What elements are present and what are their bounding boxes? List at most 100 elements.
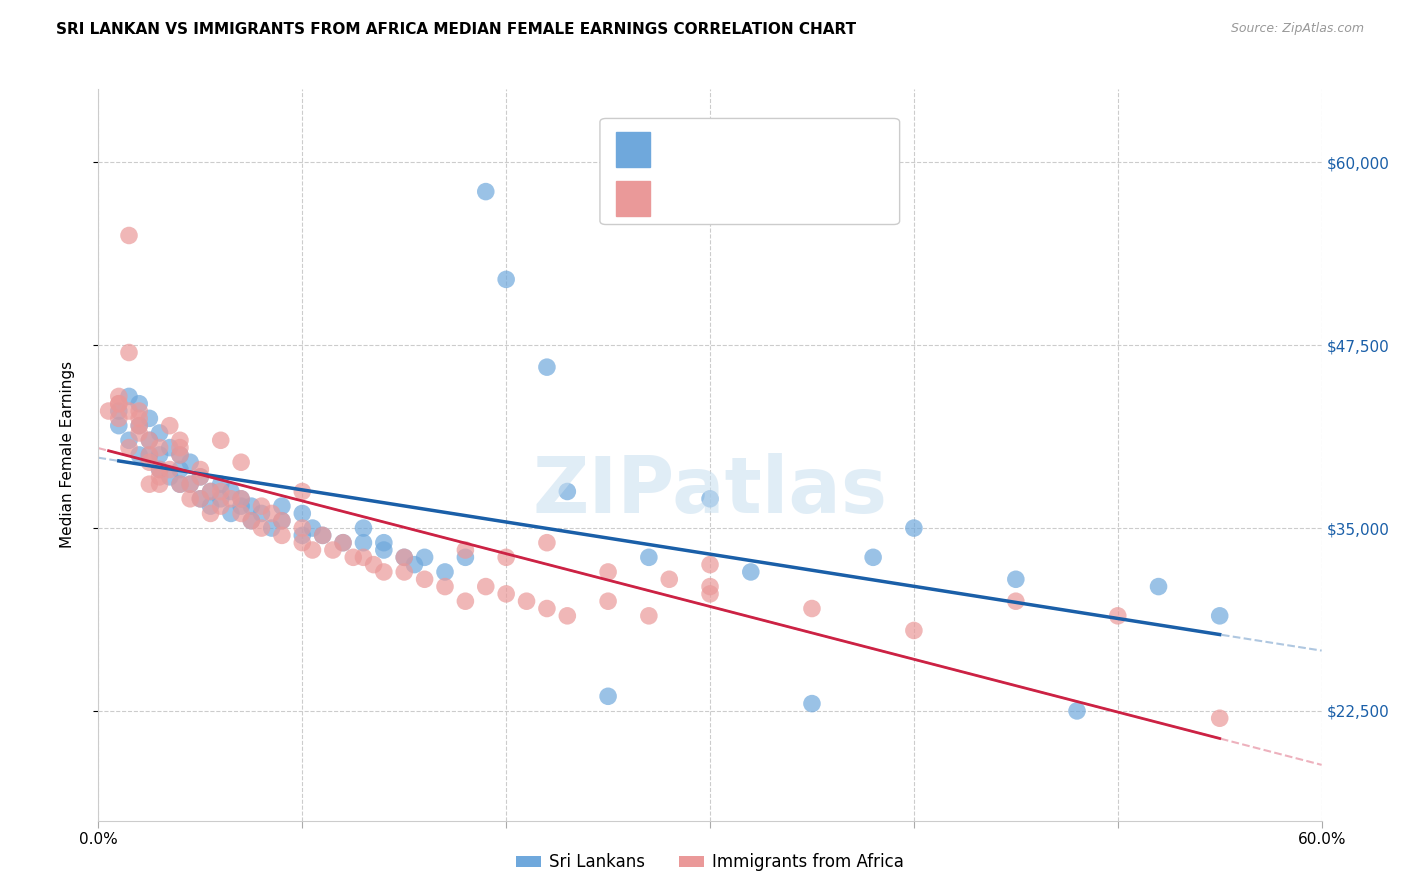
- Text: R =: R =: [665, 190, 700, 208]
- Point: [138, 434, 160, 448]
- Point: [219, 507, 242, 521]
- Point: [209, 477, 232, 491]
- Text: -0.414: -0.414: [724, 141, 783, 159]
- Point: [392, 565, 416, 579]
- Point: [598, 565, 620, 579]
- Point: [801, 601, 824, 615]
- Point: [118, 228, 141, 243]
- Point: [200, 484, 222, 499]
- Point: [312, 528, 335, 542]
- Point: [1209, 608, 1232, 623]
- Text: 65: 65: [860, 141, 883, 159]
- Point: [118, 345, 141, 359]
- Point: [188, 470, 212, 484]
- Point: [128, 397, 150, 411]
- Point: [149, 462, 172, 476]
- FancyBboxPatch shape: [600, 119, 900, 225]
- Text: R =: R =: [665, 141, 700, 159]
- Point: [352, 535, 374, 549]
- Text: N =: N =: [806, 190, 842, 208]
- Point: [474, 580, 498, 594]
- Point: [179, 477, 201, 491]
- Point: [108, 418, 131, 433]
- Bar: [616, 181, 650, 217]
- Point: [1147, 580, 1170, 594]
- Point: [200, 484, 222, 499]
- Text: -0.520: -0.520: [724, 190, 783, 208]
- Point: [188, 462, 212, 476]
- Point: [149, 477, 172, 491]
- Point: [392, 550, 416, 565]
- Point: [495, 587, 517, 601]
- Point: [434, 580, 457, 594]
- Point: [250, 507, 273, 521]
- Point: [699, 580, 721, 594]
- Point: [495, 272, 517, 286]
- Point: [536, 535, 558, 549]
- Point: [260, 507, 283, 521]
- Point: [200, 499, 222, 513]
- Point: [169, 434, 191, 448]
- Point: [108, 411, 131, 425]
- Point: [332, 535, 354, 549]
- Point: [159, 418, 181, 433]
- Point: [149, 470, 172, 484]
- Point: [413, 572, 436, 586]
- Text: SRI LANKAN VS IMMIGRANTS FROM AFRICA MEDIAN FEMALE EARNINGS CORRELATION CHART: SRI LANKAN VS IMMIGRANTS FROM AFRICA MED…: [56, 22, 856, 37]
- Point: [149, 448, 172, 462]
- Point: [240, 514, 263, 528]
- Point: [352, 550, 374, 565]
- Text: ZIPatlas: ZIPatlas: [533, 453, 887, 530]
- Point: [118, 434, 141, 448]
- Point: [454, 543, 477, 558]
- Point: [413, 550, 436, 565]
- Point: [536, 601, 558, 615]
- Point: [159, 441, 181, 455]
- Point: [219, 484, 242, 499]
- Point: [138, 434, 160, 448]
- Point: [188, 491, 212, 506]
- Point: [404, 558, 426, 572]
- Point: [332, 535, 354, 549]
- Point: [149, 462, 172, 476]
- Point: [373, 543, 395, 558]
- Point: [159, 470, 181, 484]
- Point: [516, 594, 538, 608]
- Point: [291, 521, 314, 535]
- Point: [108, 397, 131, 411]
- Point: [270, 499, 294, 513]
- Point: [1107, 608, 1129, 623]
- Point: [454, 594, 477, 608]
- Point: [373, 565, 395, 579]
- Point: [392, 550, 416, 565]
- Point: [169, 441, 191, 455]
- Point: [128, 418, 150, 433]
- Point: [169, 448, 191, 462]
- Point: [250, 521, 273, 535]
- Text: Source: ZipAtlas.com: Source: ZipAtlas.com: [1230, 22, 1364, 36]
- Point: [200, 507, 222, 521]
- Point: [240, 514, 263, 528]
- Point: [250, 499, 273, 513]
- Point: [169, 448, 191, 462]
- Point: [240, 499, 263, 513]
- Point: [97, 404, 120, 418]
- Point: [128, 425, 150, 440]
- Point: [291, 507, 314, 521]
- Point: [231, 499, 253, 513]
- Point: [138, 455, 160, 469]
- Point: [740, 565, 762, 579]
- Point: [169, 477, 191, 491]
- Point: [231, 491, 253, 506]
- Point: [169, 462, 191, 476]
- Bar: [616, 132, 650, 168]
- Point: [1209, 711, 1232, 725]
- Point: [363, 558, 385, 572]
- Point: [260, 521, 283, 535]
- Point: [118, 404, 141, 418]
- Point: [149, 441, 172, 455]
- Point: [536, 360, 558, 375]
- Point: [128, 448, 150, 462]
- Point: [598, 690, 620, 704]
- Point: [159, 462, 181, 476]
